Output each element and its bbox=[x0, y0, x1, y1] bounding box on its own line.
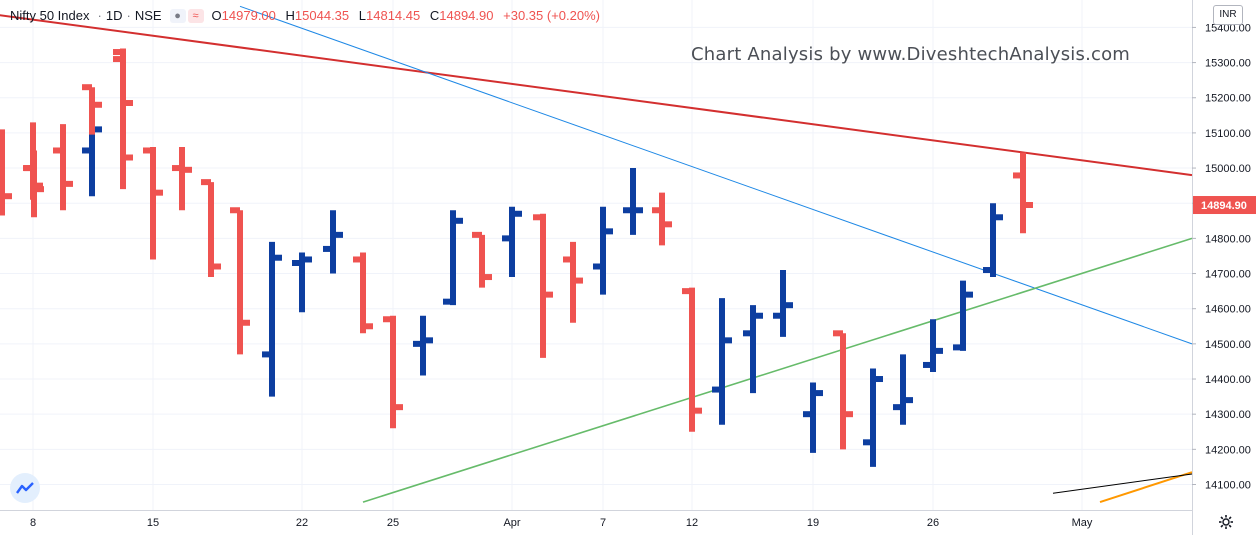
ohlc-bar bbox=[833, 330, 853, 450]
ohlc-bar bbox=[143, 146, 163, 260]
ohlc-bar bbox=[773, 270, 793, 337]
trendline-green[interactable] bbox=[362, 237, 1193, 503]
time-tick-label: May bbox=[1072, 517, 1093, 529]
ohlc-bar bbox=[353, 252, 373, 334]
currency-button[interactable]: INR bbox=[1213, 5, 1243, 25]
time-tick-label: 22 bbox=[296, 517, 308, 529]
trendlines[interactable] bbox=[0, 5, 1193, 504]
trendline-black[interactable] bbox=[1052, 473, 1193, 494]
open-value: 14979.00 bbox=[221, 8, 276, 23]
exchange: NSE bbox=[134, 8, 162, 23]
time-tick-label: 7 bbox=[600, 517, 606, 529]
gear-icon[interactable] bbox=[1216, 512, 1236, 532]
time-tick-label: 8 bbox=[30, 517, 36, 529]
symbol-name[interactable]: Nifty 50 Index bbox=[10, 8, 90, 23]
time-tick-label: 25 bbox=[387, 517, 399, 529]
ohlc-bar bbox=[0, 129, 12, 216]
grid bbox=[0, 0, 1192, 510]
chart-legend: Nifty 50 Index · 1D · NSE ● ≈ O14979.00 … bbox=[10, 8, 600, 23]
low-label: L bbox=[358, 8, 367, 23]
price-tick-label: 14800.00 bbox=[1205, 233, 1251, 245]
open-label: O bbox=[211, 8, 222, 23]
ohlc-bar bbox=[953, 280, 973, 351]
price-tick-label: 15100.00 bbox=[1205, 128, 1251, 140]
time-tick-label: 12 bbox=[686, 517, 698, 529]
wave-icon[interactable]: ≈ bbox=[187, 8, 204, 23]
ohlc-bar bbox=[443, 210, 463, 306]
current-price-label: 14894.90 bbox=[1201, 200, 1247, 212]
watermark-text: Chart Analysis by www.DiveshtechAnalysis… bbox=[691, 44, 1131, 65]
change-value: +30.35 (+0.20%) bbox=[503, 8, 600, 23]
time-tick-label: 26 bbox=[927, 517, 939, 529]
indicator-toggle[interactable]: ● ≈ bbox=[169, 8, 204, 23]
ohlc-bar bbox=[863, 368, 883, 467]
price-tick-label: 14100.00 bbox=[1205, 480, 1251, 492]
price-tick-label: 14300.00 bbox=[1205, 409, 1251, 421]
ohlc-bar bbox=[172, 146, 192, 211]
time-tick-label: Apr bbox=[503, 517, 520, 529]
ohlc-bar bbox=[533, 213, 553, 358]
interval[interactable]: 1D bbox=[105, 8, 123, 23]
trendline-red[interactable] bbox=[0, 13, 1193, 177]
price-tick-label: 15300.00 bbox=[1205, 58, 1251, 70]
trendline-orange[interactable] bbox=[1099, 471, 1193, 504]
price-tick-label: 14500.00 bbox=[1205, 339, 1251, 351]
ohlc-bar bbox=[923, 319, 943, 372]
ohlc-bar bbox=[472, 231, 492, 288]
price-tick-label: 15400.00 bbox=[1205, 22, 1251, 34]
ohlc-bar bbox=[502, 206, 522, 278]
low-value: 14814.45 bbox=[366, 8, 421, 23]
ohlc-bar bbox=[230, 207, 250, 355]
high-value: 15044.35 bbox=[294, 8, 350, 23]
ohlc-bar bbox=[682, 287, 702, 432]
price-tick-label: 15200.00 bbox=[1205, 93, 1251, 105]
ohlc-bar bbox=[652, 192, 672, 246]
ohlc-bar bbox=[712, 298, 732, 425]
current-price-tag: 14894.90 bbox=[1193, 196, 1256, 215]
ohlc-bars bbox=[0, 48, 1033, 467]
ohlc-bar bbox=[113, 48, 133, 190]
ohlc-bar bbox=[413, 315, 433, 376]
ohlc-values: O14979.00 H15044.35 L14814.45 C14894.90 … bbox=[212, 8, 600, 23]
ohlc-bar bbox=[743, 305, 763, 394]
price-tick-label: 14600.00 bbox=[1205, 304, 1251, 316]
price-axis-bg bbox=[1192, 0, 1256, 535]
ohlc-bar bbox=[82, 84, 102, 135]
price-tick-label: 14700.00 bbox=[1205, 269, 1251, 281]
ohlc-bar bbox=[1013, 152, 1033, 234]
time-tick-label: 19 bbox=[807, 517, 819, 529]
trendline-blue[interactable] bbox=[239, 5, 1193, 345]
ohlc-bar bbox=[262, 241, 282, 397]
ohlc-bar bbox=[623, 168, 643, 235]
tradingview-logo-icon[interactable] bbox=[10, 473, 40, 503]
time-axis-bg bbox=[0, 510, 1256, 535]
ohlc-bar bbox=[803, 382, 823, 453]
ohlc-bar bbox=[201, 179, 221, 278]
ohlc-bar bbox=[563, 241, 583, 323]
time-tick-label: 15 bbox=[147, 517, 159, 529]
ohlc-bar bbox=[383, 315, 403, 429]
ohlc-bar bbox=[53, 124, 73, 211]
price-tick-label: 15000.00 bbox=[1205, 163, 1251, 175]
high-label: H bbox=[285, 8, 295, 23]
separator: · bbox=[97, 8, 102, 23]
price-tick-label: 14200.00 bbox=[1205, 444, 1251, 456]
ohlc-bar bbox=[292, 252, 312, 313]
ohlc-bar bbox=[893, 354, 913, 425]
close-value: 14894.90 bbox=[439, 8, 494, 23]
ohlc-bar bbox=[983, 203, 1003, 278]
ohlc-bar bbox=[593, 206, 613, 295]
time-axis[interactable]: 8 15 22 25 Apr 7 12 19 26 May bbox=[30, 517, 1093, 529]
eye-icon[interactable]: ● bbox=[169, 8, 186, 23]
price-tick-label: 14400.00 bbox=[1205, 374, 1251, 386]
separator: · bbox=[126, 8, 131, 23]
close-label: C bbox=[429, 8, 440, 23]
ohlc-bar bbox=[23, 122, 43, 200]
ohlc-bar bbox=[323, 210, 343, 274]
